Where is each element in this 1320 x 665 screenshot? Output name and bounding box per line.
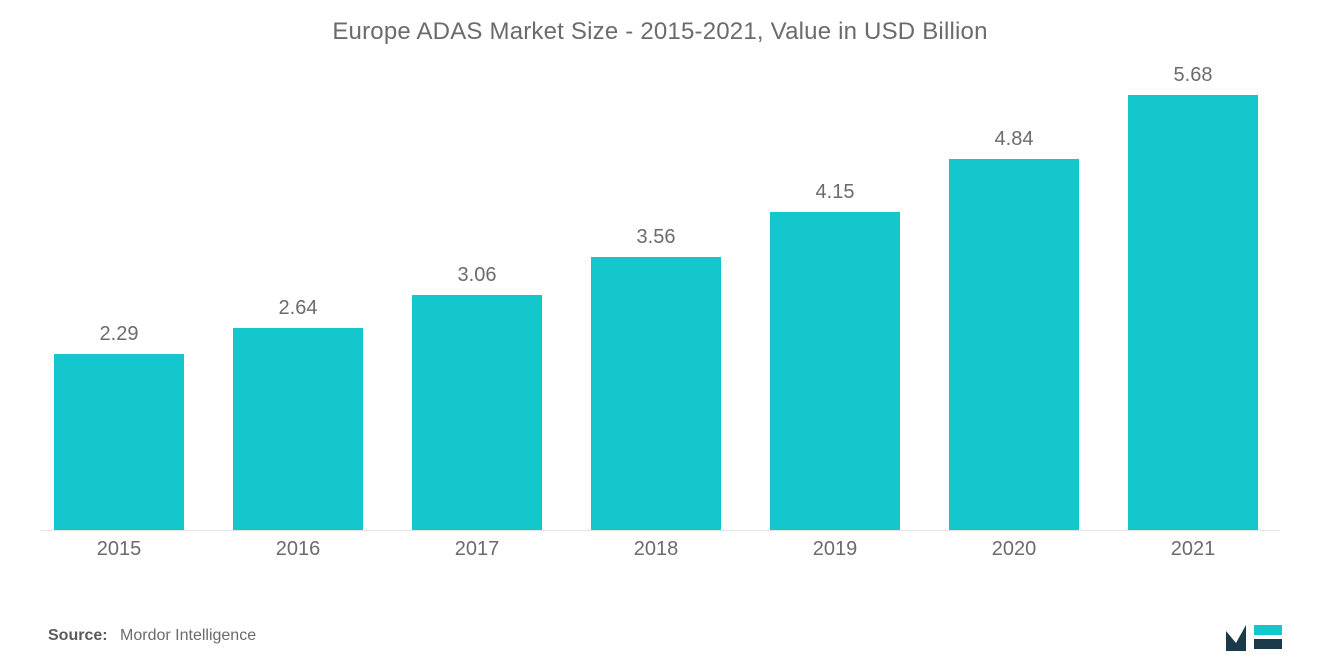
- bar-slot: 2.29: [54, 70, 184, 530]
- bar-slot: 3.56: [591, 70, 721, 530]
- chart-title: Europe ADAS Market Size - 2015-2021, Val…: [0, 18, 1320, 46]
- bar-value-label: 4.15: [770, 181, 900, 204]
- bar-slot: 4.84: [949, 70, 1079, 530]
- bar-value-label: 3.56: [591, 226, 721, 249]
- bar-slot: 2.64: [233, 70, 363, 530]
- x-axis-label: 2019: [770, 538, 900, 561]
- bar-value-label: 2.29: [54, 323, 184, 346]
- chart-container: Europe ADAS Market Size - 2015-2021, Val…: [0, 0, 1320, 665]
- x-axis-label: 2020: [949, 538, 1079, 561]
- bar-value-label: 5.68: [1128, 64, 1258, 87]
- source-text: Mordor Intelligence: [120, 627, 256, 644]
- logo-bar-top: [1254, 625, 1282, 635]
- x-axis-label: 2017: [412, 538, 542, 561]
- x-axis-label: 2016: [233, 538, 363, 561]
- bar: [54, 354, 184, 530]
- x-axis-label: 2015: [54, 538, 184, 561]
- bar-slot: 3.06: [412, 70, 542, 530]
- plot-area: 2.29 2.64 3.06 3.56 4.15 4.84 5.68: [40, 70, 1280, 531]
- logo-bar-bottom: [1254, 639, 1282, 649]
- bar: [770, 212, 900, 530]
- bar: [1128, 95, 1258, 530]
- logo-m-shape: [1226, 625, 1246, 651]
- source-label: Source:: [48, 627, 108, 644]
- bar-slot: 5.68: [1128, 70, 1258, 530]
- bar: [233, 328, 363, 530]
- bar-value-label: 4.84: [949, 128, 1079, 151]
- bar: [591, 257, 721, 530]
- x-axis-label: 2021: [1128, 538, 1258, 561]
- x-axis-label: 2018: [591, 538, 721, 561]
- bar: [949, 159, 1079, 530]
- bar-value-label: 3.06: [412, 264, 542, 287]
- bar-slot: 4.15: [770, 70, 900, 530]
- bar: [412, 295, 542, 530]
- brand-logo: [1226, 617, 1282, 651]
- bar-value-label: 2.64: [233, 297, 363, 320]
- source-attribution: Source: Mordor Intelligence: [48, 627, 256, 645]
